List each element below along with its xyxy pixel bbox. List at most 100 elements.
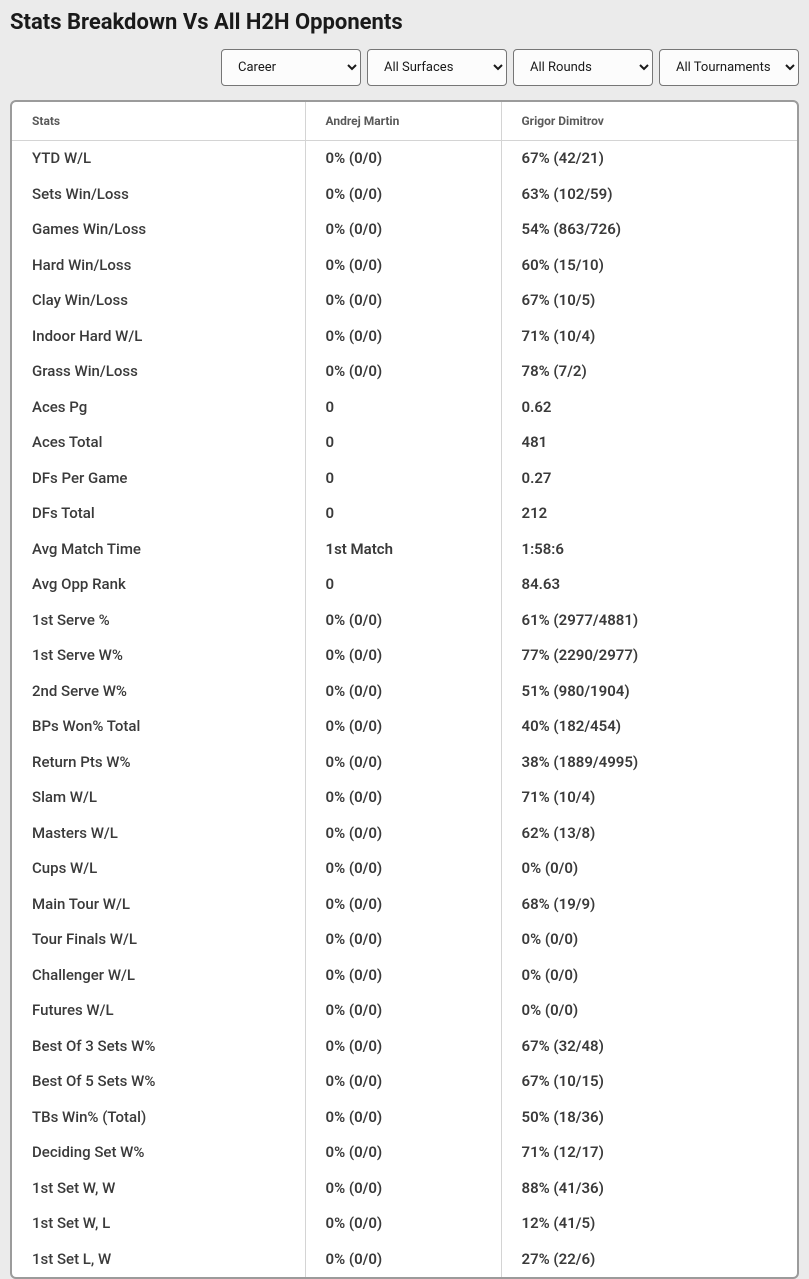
player1-value: 0% (0/0) [305,1029,501,1065]
player2-value: 88% (41/36) [501,1171,797,1207]
player1-value: 0% (0/0) [305,780,501,816]
stat-name: 1st Serve % [12,603,305,639]
player2-value: 68% (19/9) [501,887,797,923]
player1-value: 0% (0/0) [305,141,501,177]
table-row: Indoor Hard W/L0% (0/0)71% (10/4) [12,319,797,355]
table-row: Aces Total0481 [12,425,797,461]
player1-value: 0% (0/0) [305,922,501,958]
player1-value: 0% (0/0) [305,283,501,319]
player1-value: 0% (0/0) [305,993,501,1029]
player1-value: 0% (0/0) [305,745,501,781]
table-row: Masters W/L0% (0/0)62% (13/8) [12,816,797,852]
table-row: 1st Set L, W0% (0/0)27% (22/6) [12,1242,797,1278]
player2-value: 62% (13/8) [501,816,797,852]
stats-table: Stats Andrej Martin Grigor Dimitrov YTD … [12,102,797,1277]
page-title: Stats Breakdown Vs All H2H Opponents [0,0,809,43]
stat-name: Masters W/L [12,816,305,852]
player2-value: 51% (980/1904) [501,674,797,710]
player1-value: 0% (0/0) [305,212,501,248]
tournaments-select[interactable]: All Tournaments [659,49,799,86]
table-row: 1st Set W, W0% (0/0)88% (41/36) [12,1171,797,1207]
player2-value: 77% (2290/2977) [501,638,797,674]
stat-name: Futures W/L [12,993,305,1029]
stat-name: Grass Win/Loss [12,354,305,390]
stat-name: DFs Total [12,496,305,532]
stat-name: DFs Per Game [12,461,305,497]
stat-name: Aces Pg [12,390,305,426]
table-row: 1st Serve W%0% (0/0)77% (2290/2977) [12,638,797,674]
filters-bar: Career All Surfaces All Rounds All Tourn… [0,43,809,100]
stat-name: TBs Win% (Total) [12,1100,305,1136]
player1-value: 0% (0/0) [305,1242,501,1278]
table-header-row: Stats Andrej Martin Grigor Dimitrov [12,102,797,141]
table-row: Return Pts W%0% (0/0)38% (1889/4995) [12,745,797,781]
player1-value: 0% (0/0) [305,319,501,355]
period-select[interactable]: Career [221,49,361,86]
table-row: Sets Win/Loss0% (0/0)63% (102/59) [12,177,797,213]
stat-name: 1st Serve W% [12,638,305,674]
player1-value: 0 [305,496,501,532]
player2-value: 0.62 [501,390,797,426]
player1-value: 0% (0/0) [305,1135,501,1171]
player2-value: 63% (102/59) [501,177,797,213]
table-row: Avg Opp Rank084.63 [12,567,797,603]
table-row: Aces Pg00.62 [12,390,797,426]
stat-name: Games Win/Loss [12,212,305,248]
table-row: YTD W/L0% (0/0)67% (42/21) [12,141,797,177]
stat-name: Avg Match Time [12,532,305,568]
stat-name: Challenger W/L [12,958,305,994]
player1-value: 0% (0/0) [305,816,501,852]
player1-value: 0 [305,425,501,461]
stat-name: Main Tour W/L [12,887,305,923]
player2-value: 67% (10/5) [501,283,797,319]
player2-value: 0% (0/0) [501,922,797,958]
table-row: 1st Serve %0% (0/0)61% (2977/4881) [12,603,797,639]
player2-value: 71% (10/4) [501,780,797,816]
player1-value: 0% (0/0) [305,177,501,213]
stat-name: Best Of 5 Sets W% [12,1064,305,1100]
stat-name: Deciding Set W% [12,1135,305,1171]
surfaces-select[interactable]: All Surfaces [367,49,507,86]
stat-name: 1st Set L, W [12,1242,305,1278]
player2-value: 0% (0/0) [501,993,797,1029]
stat-name: Return Pts W% [12,745,305,781]
player1-value: 0% (0/0) [305,1171,501,1207]
player1-value: 0 [305,390,501,426]
player2-value: 27% (22/6) [501,1242,797,1278]
table-row: DFs Total0212 [12,496,797,532]
player1-value: 0% (0/0) [305,248,501,284]
table-row: TBs Win% (Total)0% (0/0)50% (18/36) [12,1100,797,1136]
table-row: Challenger W/L0% (0/0)0% (0/0) [12,958,797,994]
player1-value: 0% (0/0) [305,674,501,710]
player1-value: 0% (0/0) [305,1206,501,1242]
stats-table-container: Stats Andrej Martin Grigor Dimitrov YTD … [10,100,799,1279]
player1-value: 1st Match [305,532,501,568]
stat-name: Hard Win/Loss [12,248,305,284]
stat-name: Best Of 3 Sets W% [12,1029,305,1065]
player2-value: 84.63 [501,567,797,603]
table-row: Futures W/L0% (0/0)0% (0/0) [12,993,797,1029]
player1-value: 0% (0/0) [305,638,501,674]
table-row: Slam W/L0% (0/0)71% (10/4) [12,780,797,816]
player2-value: 0.27 [501,461,797,497]
stat-name: Avg Opp Rank [12,567,305,603]
player2-value: 38% (1889/4995) [501,745,797,781]
header-stats: Stats [12,102,305,141]
player1-value: 0% (0/0) [305,709,501,745]
rounds-select[interactable]: All Rounds [513,49,653,86]
stat-name: Cups W/L [12,851,305,887]
table-row: Hard Win/Loss0% (0/0)60% (15/10) [12,248,797,284]
player2-value: 78% (7/2) [501,354,797,390]
table-row: Games Win/Loss0% (0/0)54% (863/726) [12,212,797,248]
table-row: 2nd Serve W%0% (0/0)51% (980/1904) [12,674,797,710]
table-row: Best Of 5 Sets W%0% (0/0)67% (10/15) [12,1064,797,1100]
stat-name: Clay Win/Loss [12,283,305,319]
stat-name: Slam W/L [12,780,305,816]
player2-value: 71% (10/4) [501,319,797,355]
player1-value: 0 [305,461,501,497]
player1-value: 0% (0/0) [305,354,501,390]
stat-name: 2nd Serve W% [12,674,305,710]
header-player2: Grigor Dimitrov [501,102,797,141]
player1-value: 0% (0/0) [305,603,501,639]
stat-name: 1st Set W, W [12,1171,305,1207]
